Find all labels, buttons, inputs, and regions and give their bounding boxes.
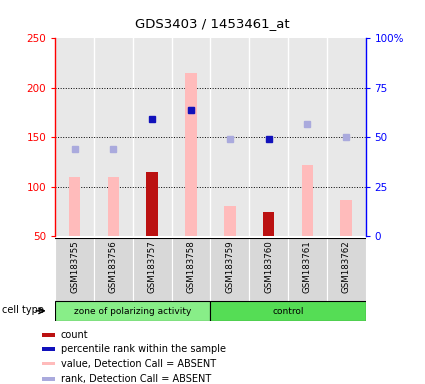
Bar (42, 333, 55, 336)
Text: rank, Detection Call = ABSENT: rank, Detection Call = ABSENT (61, 374, 211, 384)
Bar (288, 38, 327, 236)
Bar (327, 38, 366, 236)
Bar (108, 177, 119, 236)
Bar (55, 301, 210, 321)
Bar (133, 38, 172, 236)
Bar (42, 362, 55, 366)
Bar (210, 301, 366, 321)
Text: GSM183757: GSM183757 (148, 241, 157, 293)
Bar (210, 38, 249, 236)
Text: zone of polarizing activity: zone of polarizing activity (74, 306, 192, 316)
Text: GSM183759: GSM183759 (225, 241, 234, 293)
Bar (69, 177, 80, 236)
Bar (94, 38, 133, 236)
Text: GSM183758: GSM183758 (187, 241, 196, 293)
Bar (185, 73, 197, 236)
Bar (263, 212, 275, 236)
Text: GSM183755: GSM183755 (70, 241, 79, 293)
Text: cell type: cell type (2, 305, 44, 315)
Bar (55, 38, 94, 236)
Text: GDS3403 / 1453461_at: GDS3403 / 1453461_at (135, 17, 290, 30)
Bar (340, 200, 352, 236)
Text: GSM183760: GSM183760 (264, 241, 273, 293)
Bar (146, 172, 158, 236)
Bar (42, 347, 55, 351)
Bar (55, 238, 94, 301)
Text: GSM183756: GSM183756 (109, 241, 118, 293)
Text: GSM183762: GSM183762 (342, 241, 351, 293)
Bar (133, 238, 172, 301)
Bar (94, 238, 133, 301)
Bar (172, 238, 210, 301)
Bar (301, 165, 313, 236)
Bar (146, 172, 158, 236)
Bar (224, 207, 235, 236)
Text: count: count (61, 330, 88, 340)
Bar (172, 38, 210, 236)
Text: GSM183761: GSM183761 (303, 241, 312, 293)
Bar (249, 38, 288, 236)
Text: control: control (272, 306, 304, 316)
Bar (42, 377, 55, 381)
Bar (249, 238, 288, 301)
Bar (288, 238, 327, 301)
Text: value, Detection Call = ABSENT: value, Detection Call = ABSENT (61, 359, 216, 369)
Text: percentile rank within the sample: percentile rank within the sample (61, 344, 226, 354)
Bar (327, 238, 366, 301)
Bar (210, 238, 249, 301)
